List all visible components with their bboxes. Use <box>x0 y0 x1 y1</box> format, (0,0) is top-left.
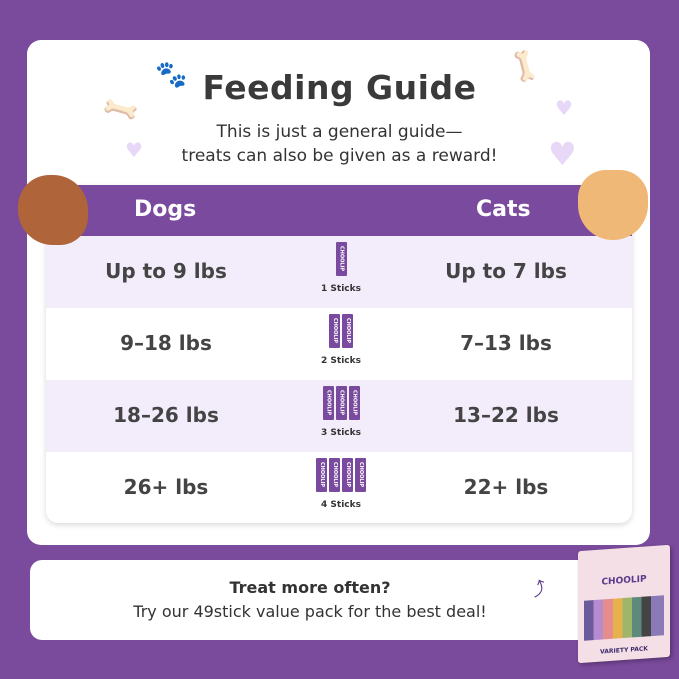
table-row: 18–26 lbs CHOOLIP CHOOLIP CHOOLIP 3 Sticks … <box>46 380 632 452</box>
stick-icon: CHOOLIP <box>342 314 353 348</box>
cat-illustration <box>578 170 648 240</box>
heart-icon: ♥ <box>555 96 573 120</box>
stick-icon: CHOOLIP <box>355 458 366 492</box>
page-title: Feeding Guide <box>202 68 477 107</box>
header-cats: Cats <box>476 197 531 222</box>
header-dogs: Dogs <box>134 197 197 222</box>
stick-count: CHOOLIP CHOOLIP CHOOLIP CHOOLIP 4 Sticks <box>286 458 396 510</box>
table-row: 26+ lbs CHOOLIP CHOOLIP CHOOLIP CHOOLIP 4 St… <box>46 452 632 523</box>
stick-icon: CHOOLIP <box>335 242 347 276</box>
stick-icon: CHOOLIP <box>342 458 353 492</box>
stick-label: 4 Sticks <box>321 500 361 510</box>
heart-icon: ♥ <box>125 138 143 162</box>
stick-icon: CHOOLIP <box>329 458 340 492</box>
feeding-table: Dogs Cats Up to 9 lbs CHOOLIP 1 Sticks Up… <box>46 185 632 523</box>
stick-icon: CHOOLIP <box>322 386 334 420</box>
dog-weight: 9–18 lbs <box>120 331 212 355</box>
table-row: 9–18 lbs CHOOLIP CHOOLIP 2 Sticks 7–13 lbs <box>46 308 632 380</box>
dog-weight: 26+ lbs <box>123 475 209 499</box>
stick-count: CHOOLIP CHOOLIP 2 Sticks <box>286 314 396 366</box>
box-label: VARIETY PACK <box>600 645 648 656</box>
dog-weight: 18–26 lbs <box>113 403 219 427</box>
dog-illustration <box>18 175 88 245</box>
table-header: Dogs Cats <box>46 185 632 236</box>
box-sticks-image <box>584 595 664 641</box>
dog-weight: Up to 9 lbs <box>105 259 227 283</box>
stick-label: 3 Sticks <box>321 428 361 438</box>
stick-count: CHOOLIP 1 Sticks <box>286 242 396 294</box>
stick-icon: CHOOLIP <box>329 314 340 348</box>
promo-text: Try our 49stick value pack for the best … <box>133 602 487 621</box>
stick-icon: CHOOLIP <box>316 458 327 492</box>
variety-pack-box: CHOOLIP VARIETY PACK <box>578 544 670 664</box>
stick-icon: CHOOLIP <box>348 386 360 420</box>
cat-weight: 13–22 lbs <box>453 403 559 427</box>
subtitle-line: treats can also be given as a reward! <box>181 146 498 166</box>
stick-count: CHOOLIP CHOOLIP CHOOLIP 3 Sticks <box>286 386 396 438</box>
paw-icon: 🐾 <box>155 60 188 90</box>
promo-heading: Treat more often? <box>229 578 391 597</box>
box-brand: CHOOLIP <box>601 574 647 588</box>
stick-label: 1 Sticks <box>321 284 361 294</box>
cat-weight: 7–13 lbs <box>460 331 552 355</box>
cat-weight: 22+ lbs <box>463 475 549 499</box>
subtitle-line: This is just a general guide— <box>216 122 463 142</box>
cat-weight: Up to 7 lbs <box>445 259 567 283</box>
table-row: Up to 9 lbs CHOOLIP 1 Sticks Up to 7 lbs <box>46 236 632 308</box>
stick-icon: CHOOLIP <box>335 386 347 420</box>
promo-card <box>30 560 645 640</box>
heart-icon: ♥ <box>548 135 577 173</box>
stick-label: 2 Sticks <box>321 356 361 366</box>
